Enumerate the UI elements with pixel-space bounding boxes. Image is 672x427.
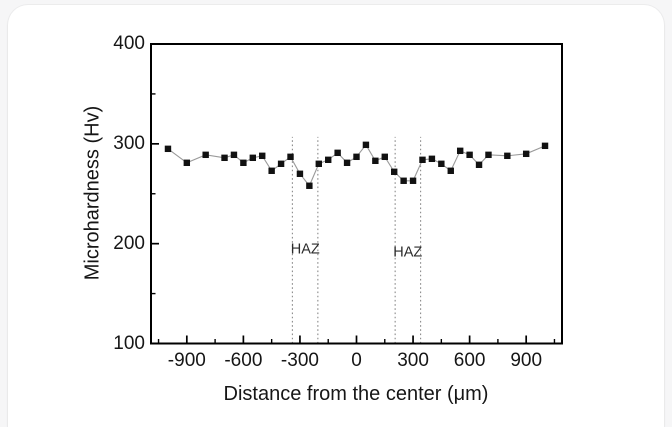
chart-card: [8, 5, 664, 427]
data-point: [447, 167, 454, 174]
data-point: [277, 160, 285, 167]
data-point: [325, 156, 332, 164]
data-point: [381, 153, 388, 161]
y-tick-label: 300: [113, 132, 145, 154]
data-line: [167, 143, 546, 187]
x-tick-label: -600: [224, 350, 263, 371]
data-point: [485, 151, 492, 159]
data-point: [183, 159, 191, 167]
data-point: [240, 159, 247, 167]
y-tick-label: 100: [113, 332, 145, 354]
data-point: [372, 157, 379, 165]
haz-annotation: HAZ: [393, 245, 422, 261]
data-point: [315, 160, 322, 167]
x-tick-label: 600: [453, 350, 486, 371]
data-point: [334, 149, 341, 157]
data-point: [391, 168, 398, 175]
x-tick-label: 900: [510, 350, 543, 371]
data-point: [419, 156, 426, 164]
data-point: [259, 152, 266, 160]
haz-annotation: HAZ: [291, 242, 320, 258]
data-point: [409, 177, 417, 184]
y-axis-title: Microhardness (Hv): [81, 105, 104, 281]
x-tick-label: -300: [280, 350, 319, 371]
data-point: [428, 155, 436, 163]
data-point: [296, 170, 304, 177]
data-point: [541, 142, 549, 150]
y-tick-label: 200: [113, 232, 145, 254]
x-tick-label: -900: [167, 350, 206, 371]
data-point: [475, 161, 483, 168]
data-point: [522, 150, 530, 158]
data-point: [287, 153, 294, 161]
plot-frame: [150, 43, 563, 345]
data-point: [400, 177, 407, 184]
data-point: [362, 141, 370, 149]
data-point: [230, 151, 238, 159]
data-point: [456, 147, 464, 155]
data-point: [164, 145, 172, 153]
x-tick-label: 0: [351, 350, 362, 371]
data-point: [202, 151, 209, 159]
data-point: [268, 167, 275, 174]
data-point: [343, 159, 351, 167]
data-point: [504, 152, 511, 160]
x-axis-title: Distance from the center (μm): [223, 383, 489, 405]
data-point: [306, 182, 313, 189]
data-point: [221, 154, 228, 162]
data-point: [438, 160, 445, 167]
y-tick-label: 400: [113, 33, 145, 54]
data-point: [466, 151, 473, 159]
data-point: [353, 153, 360, 161]
data-point: [249, 154, 257, 162]
x-tick-label: 300: [397, 350, 429, 371]
